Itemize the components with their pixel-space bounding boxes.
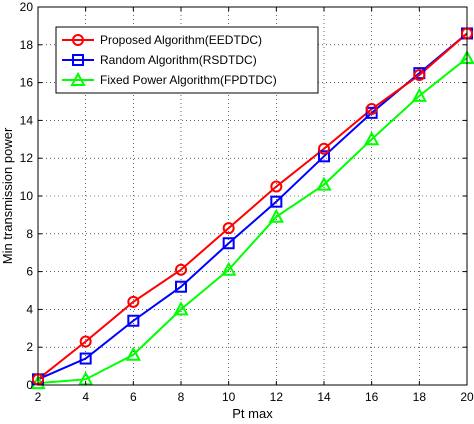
series-2-point: [365, 106, 378, 119]
legend-entry-label: Fixed Power Algorithm(FPDTDC): [100, 73, 277, 87]
series-3-point: [268, 208, 285, 223]
series-2-point: [270, 195, 283, 208]
series-line-1: [37, 32, 468, 381]
series-markers: [30, 27, 474, 390]
series-1-point: [175, 263, 187, 276]
series-2-point: [175, 280, 187, 293]
y-tick-label: 0: [26, 378, 33, 392]
legend-swatch-marker: [72, 34, 84, 46]
series-2-point: [222, 237, 235, 250]
y-tick-label: 14: [20, 113, 34, 127]
y-tick-label: 8: [26, 227, 33, 241]
series-3-point: [173, 301, 189, 316]
x-tick-label: 4: [82, 390, 89, 404]
x-tick-label: 6: [130, 390, 137, 404]
legend-swatch-marker: [72, 54, 84, 66]
x-tick-label: 14: [317, 390, 331, 404]
x-tick-label: 16: [365, 390, 379, 404]
x-axis-label: Pt max: [232, 406, 273, 421]
y-tick-label: 4: [26, 302, 33, 316]
series-1-point: [365, 103, 378, 116]
x-tick-label: 20: [460, 390, 474, 404]
y-tick-label: 12: [20, 151, 34, 165]
series-line-3: [37, 57, 468, 385]
series-1-point: [127, 295, 140, 308]
y-tick-label: 18: [20, 38, 34, 52]
legend: Proposed Algorithm(EEDTDC) Random Algorit…: [55, 26, 319, 94]
y-axis-label: Min transmission power: [0, 127, 15, 264]
y-tick-label: 6: [26, 265, 33, 279]
ticks: [37, 6, 468, 386]
y-tick-label: 16: [20, 76, 34, 90]
series-3-point: [220, 261, 237, 276]
series-2-point: [79, 352, 92, 365]
series-1-point: [413, 69, 426, 82]
series-1-point: [79, 335, 92, 348]
y-tick-label: 2: [26, 340, 33, 354]
legend-entry-label: Random Algorithm(RSDTDC): [100, 53, 257, 67]
series-1-point: [222, 222, 235, 235]
series-2-point: [127, 314, 140, 327]
x-tick-label: 10: [222, 390, 236, 404]
series-3-point: [316, 176, 332, 191]
series-1-point: [270, 180, 283, 193]
x-tick-label: 8: [178, 390, 185, 404]
series-3-point: [125, 346, 142, 361]
series-3-point: [363, 131, 380, 146]
y-tick-label: 10: [20, 189, 34, 203]
x-tick-labels: 2 4 6 8 10 12 14 16 18 20: [35, 390, 474, 404]
y-tick-labels: 0 2 4 6 8 10 12 14 16 18 20: [20, 0, 34, 392]
legend-swatch-marker: [70, 71, 86, 86]
x-tick-label: 12: [270, 390, 284, 404]
series-3-point: [411, 87, 428, 102]
series-1-point: [318, 142, 330, 155]
series-lines: [37, 32, 468, 385]
x-tick-label: 2: [35, 390, 42, 404]
series-2-point: [318, 150, 330, 163]
legend-entry-label: Proposed Algorithm(EEDTDC): [100, 33, 262, 47]
y-tick-label: 20: [20, 0, 34, 14]
legend-box: [55, 26, 319, 94]
x-tick-label: 18: [413, 390, 427, 404]
